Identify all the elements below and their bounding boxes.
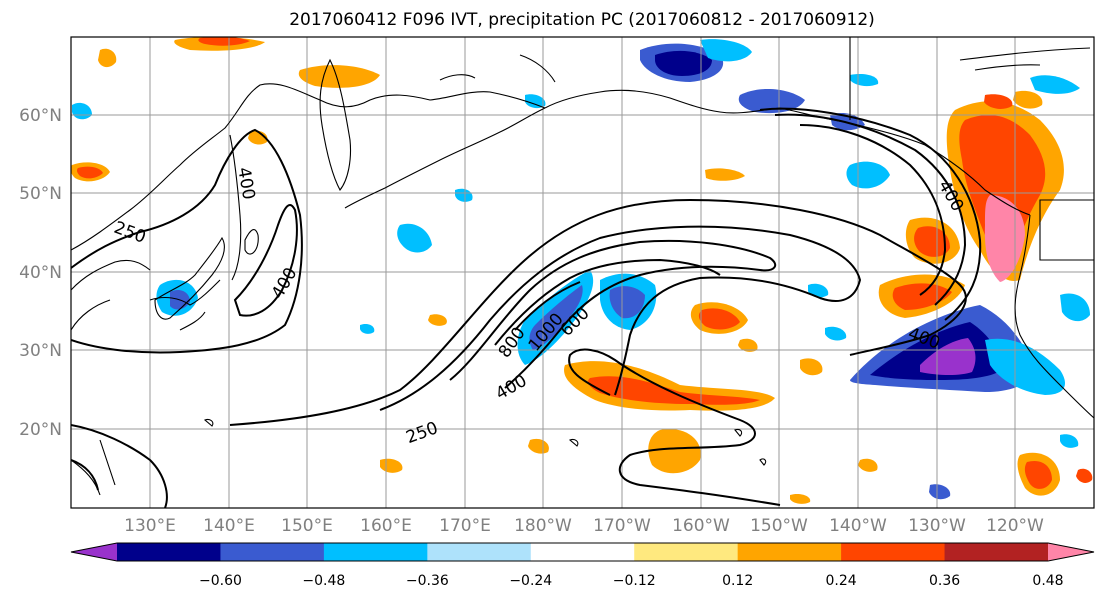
lon-label: 150°W: [750, 516, 808, 536]
ivt-contours: [71, 107, 982, 508]
lat-label: 20°N: [19, 420, 62, 440]
colorbar-segment: [634, 543, 739, 561]
lon-label: 170°W: [593, 516, 651, 536]
ivt-contour-400-west: [233, 204, 298, 317]
map-panel: 250 400 400 250 400 600 800 1000 400 400: [71, 37, 1094, 508]
lon-label: 130°E: [124, 516, 176, 536]
colorbar-segment: [427, 543, 532, 561]
lon-label: 180°W: [514, 516, 572, 536]
ivt-contour-250-west: [71, 128, 303, 354]
colorbar-outline: [70, 542, 1095, 562]
colorbar-segment: [220, 543, 325, 561]
lat-label: 60°N: [19, 106, 62, 126]
colorbar-segment: [530, 543, 635, 561]
lon-label: 140°W: [829, 516, 887, 536]
lon-label: 160°W: [672, 516, 730, 536]
map-frame: [70, 36, 1095, 509]
gridlines: [71, 37, 1094, 508]
lat-label: 30°N: [19, 341, 62, 361]
colorbar-tick-label: 0.12: [722, 573, 753, 589]
colorbar-extend-low: [71, 543, 117, 561]
lon-label: 140°E: [203, 516, 255, 536]
ivt-contour-250-main: [229, 198, 967, 426]
lat-label: 50°N: [19, 184, 62, 204]
longitude-labels: 130°E 140°E 150°E 160°E 170°E 180°W 170°…: [124, 516, 1044, 536]
ivt-contour-400-main: [379, 225, 862, 411]
ivt-contour-south: [568, 348, 781, 506]
figure-title: 2017060412 F096 IVT, precipitation PC (2…: [289, 10, 875, 30]
lon-label: 150°E: [281, 516, 333, 536]
colorbar-segment: [841, 543, 946, 561]
colorbar-segment: [117, 543, 221, 561]
colorbar-tick-label: −0.36: [406, 573, 449, 589]
colorbar-tick-label: 0.24: [826, 573, 857, 589]
colorbar-tick-label: 0.36: [929, 573, 960, 589]
lon-label: 130°W: [908, 516, 966, 536]
ivt-contour-800: [494, 258, 721, 346]
precip-shading: [71, 37, 1093, 504]
lon-label: 160°E: [360, 516, 412, 536]
colorbar-tick-label: 0.48: [1032, 573, 1063, 589]
colorbar-segment: [737, 543, 842, 561]
lat-label: 40°N: [19, 263, 62, 283]
colorbar-extend-high: [1048, 543, 1094, 561]
ivt-contour-600: [449, 239, 777, 389]
colorbar-tick-label: −0.60: [199, 573, 242, 589]
ivt-contour-1000: [514, 281, 581, 331]
lon-label: 120°W: [986, 516, 1044, 536]
lon-label: 170°E: [439, 516, 491, 536]
colorbar-segment: [323, 543, 428, 561]
ivt-contour-upper-nw: [759, 107, 982, 321]
colorbar-segment: [944, 543, 1049, 561]
colorbar: −0.60 −0.48 −0.36 −0.24 −0.12 0.12 0.24 0.36 0.4…: [70, 542, 1095, 589]
colorbar-tick-label: −0.48: [302, 573, 345, 589]
colorbar-tick-label: −0.24: [509, 573, 552, 589]
colorbar-tick-label: −0.12: [613, 573, 656, 589]
latitude-labels: 60°N 50°N 40°N 30°N 20°N: [19, 106, 62, 440]
